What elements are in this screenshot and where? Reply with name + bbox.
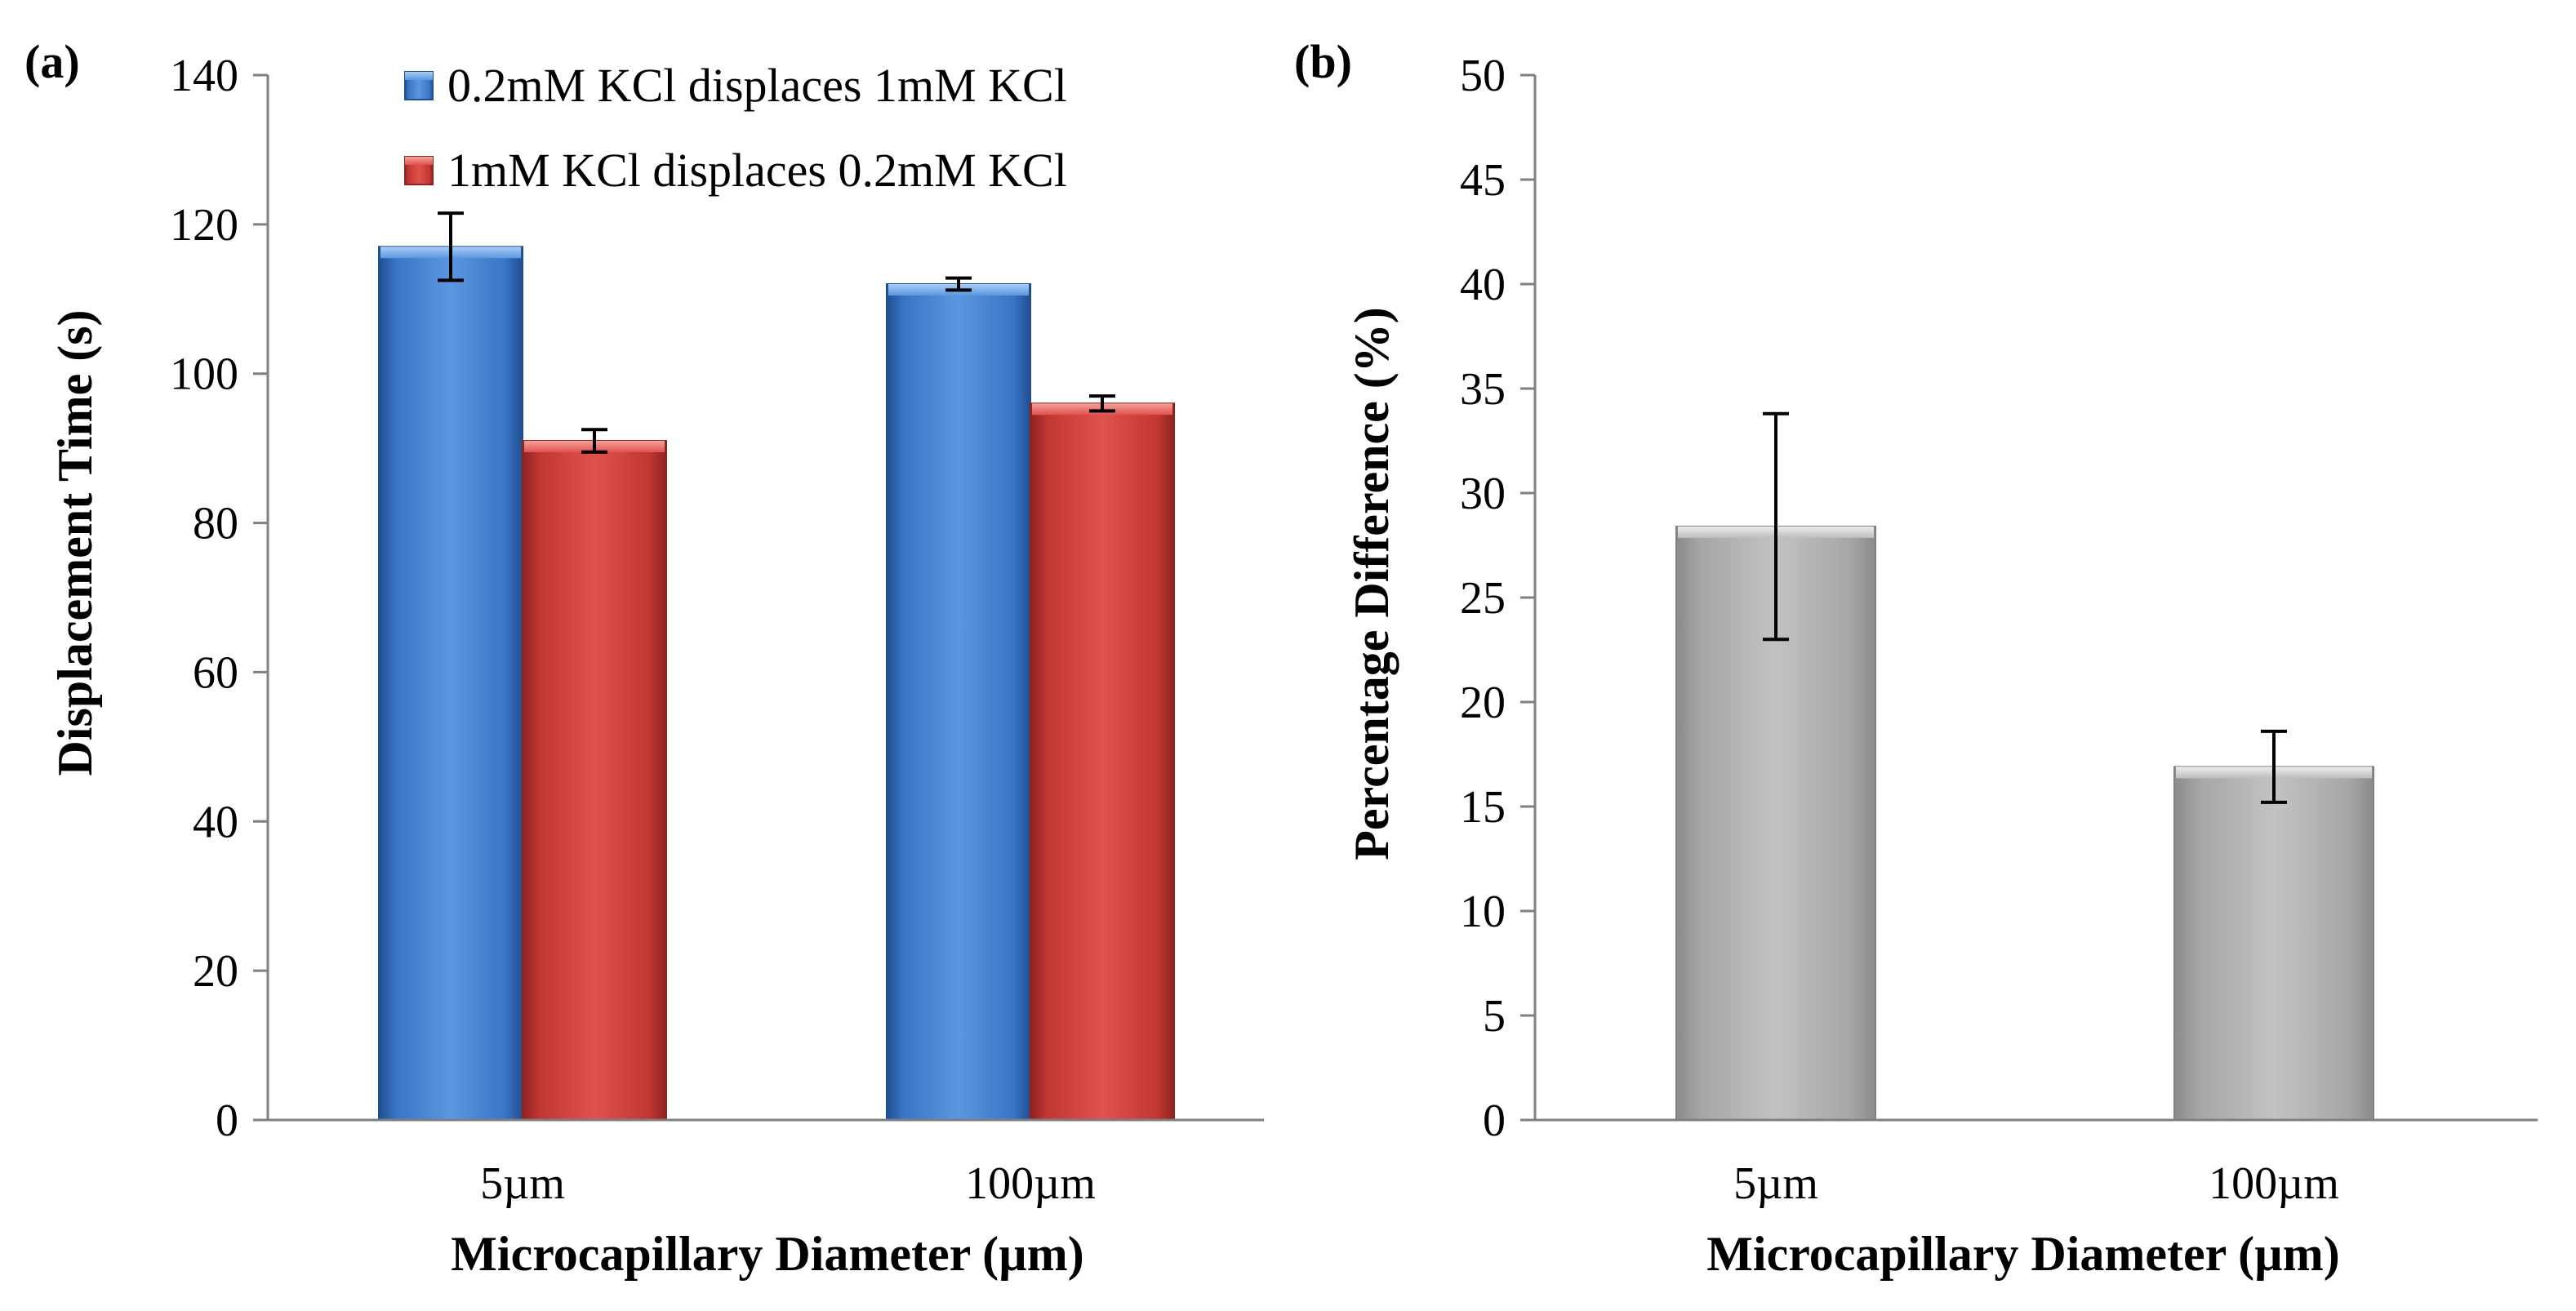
bar	[378, 246, 523, 1121]
y-tick-label: 30	[1460, 469, 1506, 519]
panel-b-y-axis-title: Percentage Difference (%)	[1345, 307, 1399, 860]
y-tick-label: 10	[1460, 887, 1506, 937]
bar	[886, 283, 1031, 1121]
panel-a-y-axis-title: Displacement Time (s)	[48, 309, 102, 775]
x-tick-label: 100µm	[2209, 1158, 2339, 1209]
panel-a-x-axis-title: Microcapillary Diameter (µm)	[451, 1227, 1083, 1281]
y-tick-label: 5	[1483, 991, 1506, 1042]
y-tick-label: 100	[170, 349, 238, 400]
panel-b-bars	[1675, 525, 2374, 1121]
panel-b-x-axis-title: Microcapillary Diameter (µm)	[1706, 1227, 2339, 1281]
panel-b-y-ticks: 0 5 10 15 20 25 30 35 40 45 50	[1460, 51, 1535, 1146]
legend-label-series-2: 1mM KCl displaces 0.2mM KCl	[447, 144, 1067, 197]
legend-swatch-blue-highlight	[405, 72, 433, 80]
panel-b-label: (b)	[1294, 35, 1352, 88]
bar	[1030, 402, 1175, 1121]
y-tick-label: 80	[193, 499, 238, 549]
y-tick-label: 15	[1460, 782, 1506, 833]
y-tick-label: 40	[193, 797, 238, 847]
y-tick-label: 20	[1460, 678, 1506, 728]
x-tick-label: 100µm	[965, 1158, 1096, 1209]
panel-b-error-bars	[1763, 411, 2287, 804]
panel-a-axes	[266, 75, 1264, 1122]
y-tick-label: 45	[1460, 155, 1506, 206]
panel-b-x-ticks: 5µm 100µm	[1733, 1158, 2339, 1209]
y-tick-label: 60	[193, 647, 238, 698]
bar	[2173, 766, 2374, 1121]
panel-a-error-bars	[438, 211, 1115, 454]
y-tick-label: 20	[193, 946, 238, 997]
panel-a: (a) 0 20 40 60 80 100 120 140 5µm 100µm Displace…	[24, 35, 1264, 1281]
bar	[522, 440, 667, 1121]
y-tick-label: 120	[170, 200, 238, 251]
y-tick-label: 0	[216, 1095, 238, 1146]
panel-a-bars	[378, 246, 1175, 1121]
y-tick-label: 140	[170, 51, 238, 101]
x-tick-label: 5µm	[1733, 1158, 1818, 1209]
y-tick-label: 50	[1460, 51, 1506, 101]
panel-a-x-ticks: 5µm 100µm	[480, 1158, 1096, 1209]
y-tick-label: 35	[1460, 364, 1506, 415]
panel-a-legend: 0.2mM KCl displaces 1mM KCl 1mM KCl disp…	[404, 59, 1067, 197]
y-tick-label: 0	[1483, 1095, 1506, 1146]
panel-b: (b) 0 5 10 15 20 25 30 35 40 45 50 5µm 100µm Percen…	[1294, 35, 2538, 1281]
y-tick-label: 25	[1460, 573, 1506, 624]
panel-b-axes	[1533, 75, 2538, 1122]
x-tick-label: 5µm	[480, 1158, 565, 1209]
panel-a-y-ticks: 0 20 40 60 80 100 120 140	[170, 51, 268, 1146]
y-tick-label: 40	[1460, 260, 1506, 310]
legend-swatch-red-highlight	[405, 157, 433, 165]
panel-a-label: (a)	[24, 35, 80, 88]
legend-label-series-1: 0.2mM KCl displaces 1mM KCl	[447, 59, 1067, 112]
